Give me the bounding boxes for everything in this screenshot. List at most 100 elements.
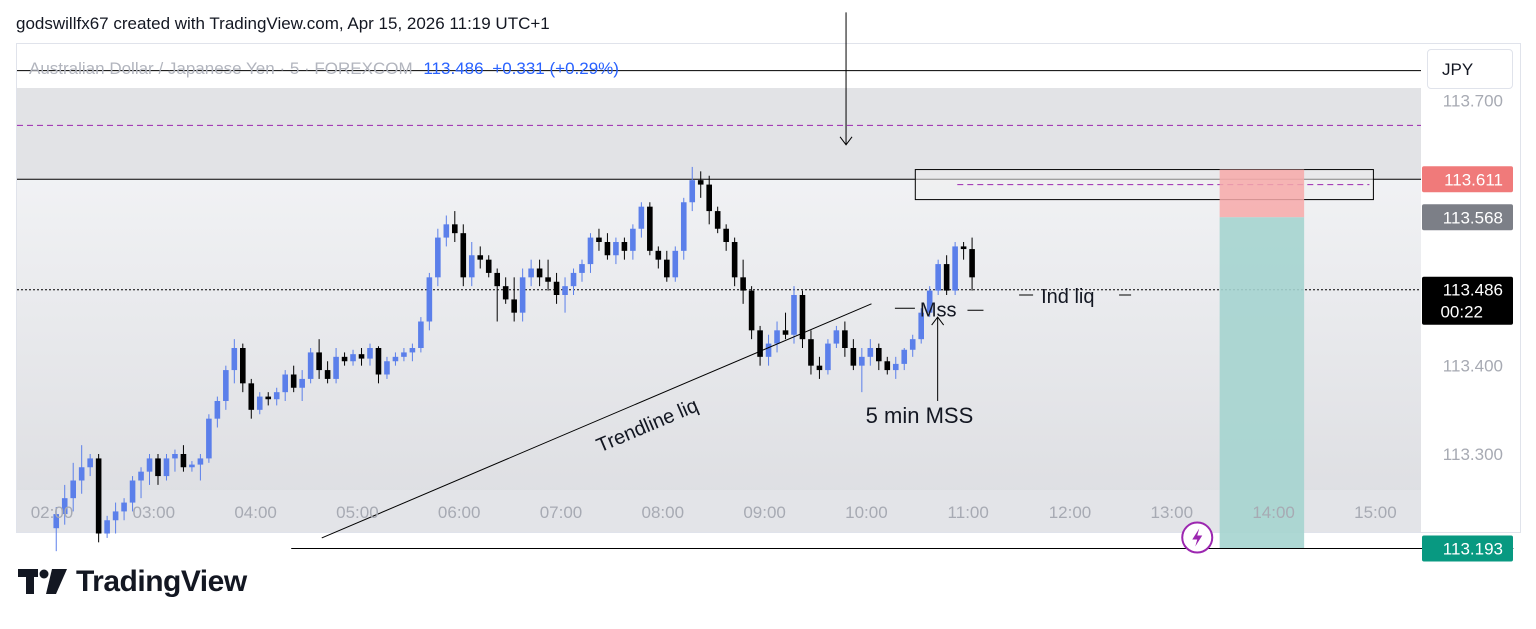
candle-body [782, 330, 789, 335]
candle-body [248, 383, 255, 410]
time-tick-label: 10:00 [845, 503, 888, 522]
candle-body [714, 211, 721, 229]
mss-5min-label: 5 min MSS [866, 403, 974, 428]
price-badge-value: 113.568 [1443, 208, 1503, 227]
symbol-name[interactable]: Australian Dollar / Japanese Yen · 5 · F… [29, 59, 413, 78]
candle-body [494, 272, 500, 287]
candle-body [121, 502, 127, 512]
candle-body [723, 228, 729, 242]
candle-body [104, 520, 110, 534]
candle-body [799, 295, 806, 340]
candle-body [850, 348, 857, 366]
candle-body [70, 480, 76, 499]
bar-countdown: 00:22 [1440, 303, 1483, 322]
candle-body [78, 467, 85, 481]
candle-body [952, 246, 958, 291]
candle-body [969, 249, 975, 278]
candle-body [206, 418, 212, 459]
time-tick-label: 07:00 [540, 503, 583, 522]
candle-body [765, 343, 772, 357]
symbol-legend: Australian Dollar / Japanese Yen · 5 · F… [29, 59, 619, 79]
candle-body [680, 202, 687, 251]
arrow-up-head-icon [931, 316, 945, 326]
candle-body [172, 454, 178, 459]
candle-body [426, 277, 433, 322]
candle-body [579, 264, 585, 273]
time-tick-label: 02:00 [31, 503, 74, 522]
candle-body [231, 348, 238, 371]
price-badge-value: 113.611 [1444, 170, 1503, 189]
time-tick-label: 03:00 [133, 503, 176, 522]
price-tick-label: 113.300 [1443, 445, 1503, 464]
candle-body [197, 458, 204, 465]
time-tick-label: 15:00 [1354, 503, 1397, 522]
legend-price: 113.486 [423, 59, 484, 78]
candle-body [774, 330, 780, 344]
take-profit-zone [1219, 217, 1305, 549]
candle-body [664, 259, 670, 278]
candle-body [460, 233, 467, 278]
tradingview-logo-icon [18, 569, 67, 594]
candle-body [401, 352, 407, 357]
time-tick-label: 12:00 [1049, 503, 1092, 522]
candle-body [757, 330, 763, 357]
candle-body [918, 312, 924, 340]
candle-body [553, 281, 560, 295]
candle-body [367, 348, 373, 359]
candle-body [630, 228, 636, 251]
candle-body [146, 458, 153, 472]
chart-frame [16, 43, 1521, 533]
candle-body [53, 514, 60, 529]
candle-body [867, 348, 874, 357]
candle-body [307, 352, 314, 379]
candle-body [87, 458, 93, 468]
candle-body [816, 365, 823, 371]
candle-body [502, 286, 509, 300]
candle-body [155, 458, 161, 477]
candle-body [748, 290, 755, 331]
trendline [321, 303, 872, 539]
candle-body [545, 277, 551, 282]
arrow-down-head-icon [839, 136, 853, 146]
candle-body [621, 242, 628, 251]
tradingview-brand: TradingView [18, 562, 247, 602]
candle-body [375, 348, 382, 375]
candle-body [731, 242, 738, 278]
candle-body [316, 352, 322, 371]
candle-body [333, 356, 339, 379]
time-tick-label: 08:00 [642, 503, 685, 522]
candle-body [358, 354, 365, 359]
mss-label: Mss [920, 299, 957, 321]
candle-body [265, 396, 272, 400]
candle-body [341, 356, 348, 362]
candle-body [384, 361, 390, 375]
time-tick-label: 11:00 [948, 503, 989, 522]
candle-body [596, 237, 602, 242]
candle-body [926, 290, 933, 313]
candle-body [613, 242, 619, 256]
candle-body [112, 511, 119, 521]
candle-body [689, 180, 696, 203]
supply-zone-box [914, 169, 1374, 201]
candle-body [61, 498, 68, 515]
candle-body [808, 339, 814, 366]
currency-selector[interactable]: JPY [1427, 49, 1513, 89]
candle-body [138, 471, 144, 481]
candle-body [180, 454, 187, 468]
time-tick-label: 04:00 [234, 503, 277, 522]
candle-body [189, 464, 195, 468]
candle-body [960, 246, 967, 250]
candle-body [163, 458, 170, 477]
candle-body [536, 268, 543, 278]
candle-body [935, 264, 941, 291]
candle-body [859, 356, 865, 366]
candle-body [892, 363, 899, 371]
candle-body [647, 206, 653, 251]
candle-body [638, 206, 645, 229]
upper-range-shade [17, 88, 1421, 179]
price-tick-label: 113.700 [1443, 92, 1503, 111]
chart-header: godswillfx67 created with TradingView.co… [16, 14, 550, 33]
candle-body [443, 224, 450, 238]
candle-body [282, 374, 288, 393]
